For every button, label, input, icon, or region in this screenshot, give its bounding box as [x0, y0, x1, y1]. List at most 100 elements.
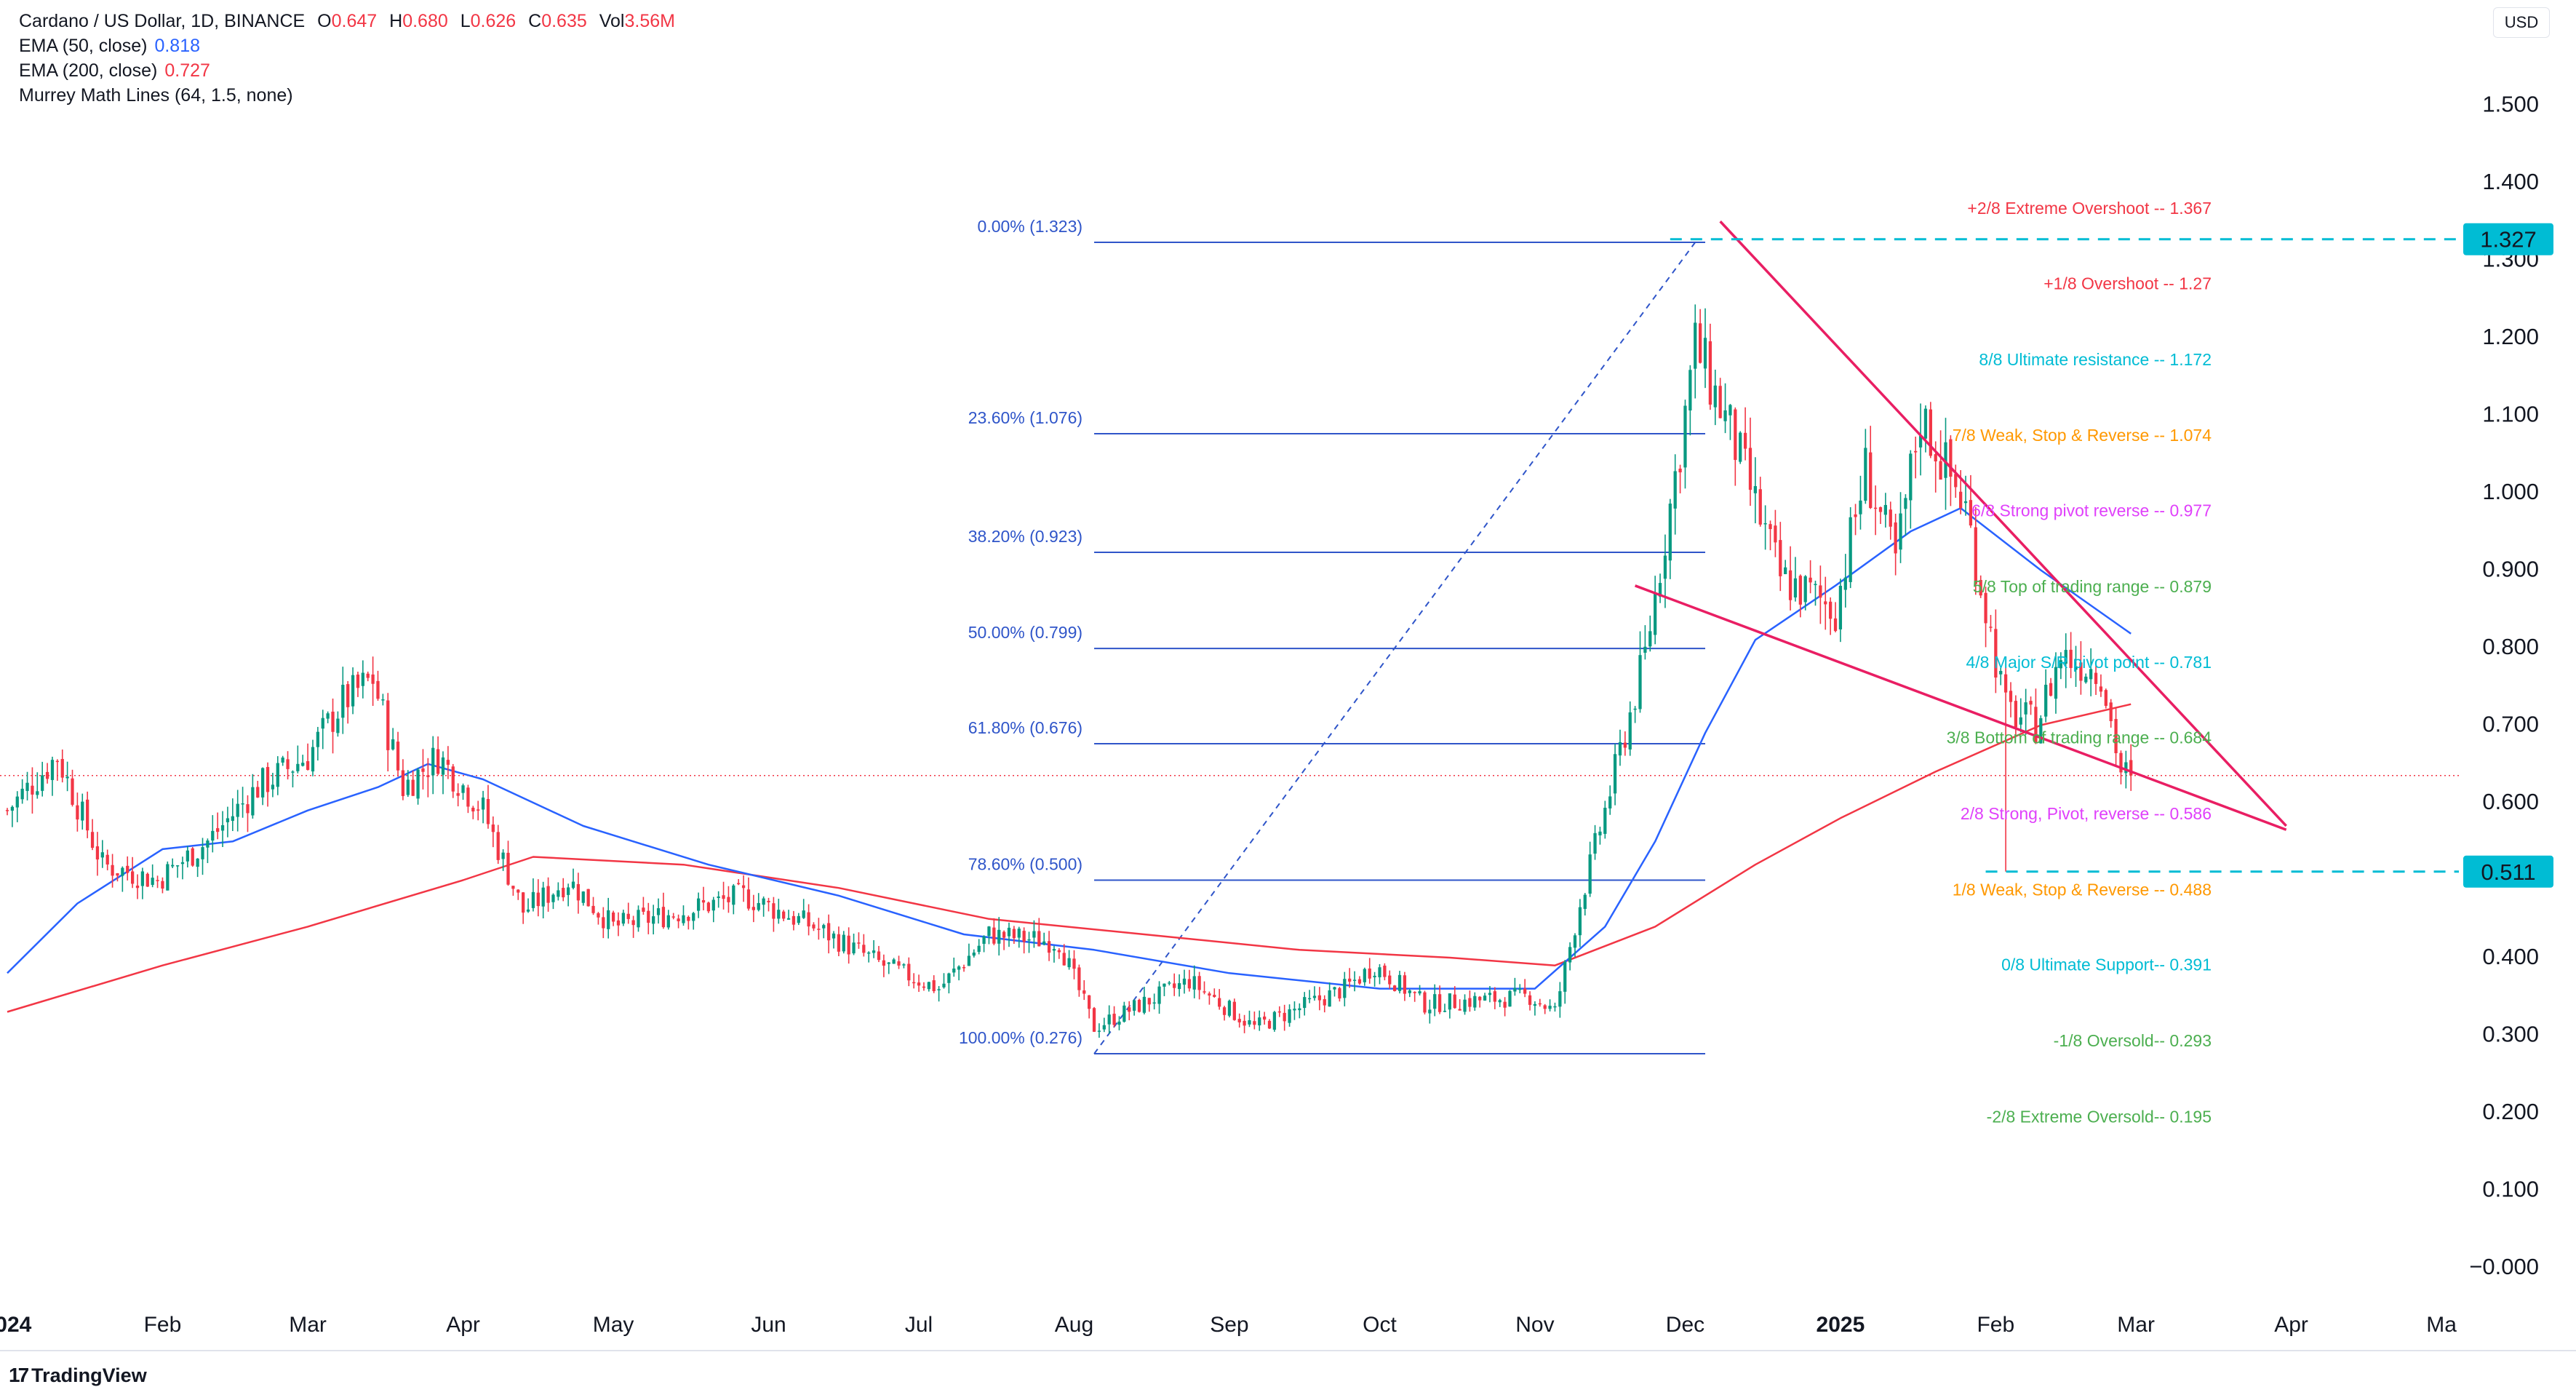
candle-body — [1934, 454, 1937, 462]
candle-body — [1663, 555, 1667, 579]
candle-body — [256, 787, 260, 798]
candle-body — [161, 881, 164, 889]
legend-murrey-row[interactable]: Murrey Math Lines (64, 1.5, none) — [19, 83, 675, 108]
candle-body — [1963, 501, 1968, 504]
candle-body — [1718, 386, 1722, 418]
candle-body — [842, 934, 845, 952]
symbol-title[interactable]: Cardano / US Dollar, 1D, BINANCE — [19, 11, 306, 31]
candle-body — [1288, 1009, 1291, 1023]
candle-body — [982, 936, 986, 945]
candle-body — [1428, 1009, 1432, 1014]
candle-body — [1293, 1009, 1296, 1011]
open-value: 0.647 — [331, 11, 378, 31]
candle-body — [1763, 522, 1767, 525]
candle-body — [1363, 969, 1366, 982]
legend-ema200-row[interactable]: EMA (200, close) 0.727 — [19, 58, 675, 83]
candle-body — [1713, 385, 1717, 408]
candle-body — [1923, 408, 1928, 439]
candle-body — [2089, 669, 2093, 680]
candle-body — [406, 779, 410, 795]
y-tick-label: 1.200 — [2482, 324, 2539, 349]
candle-body — [557, 890, 560, 897]
candle-body — [41, 775, 44, 791]
candle-body — [1067, 958, 1071, 968]
candle-body — [1723, 410, 1727, 421]
currency-button[interactable]: USD — [2493, 7, 2550, 38]
candle-body — [1213, 995, 1216, 997]
candle-body — [1072, 958, 1076, 969]
candle-body — [1698, 323, 1702, 363]
candle-body — [1237, 1019, 1241, 1022]
candle-body — [386, 700, 390, 750]
candle-body — [246, 804, 250, 814]
candle-body — [907, 963, 911, 981]
candle-body — [1894, 522, 1897, 554]
candle-body — [1277, 1011, 1281, 1013]
candle-body — [506, 852, 510, 885]
candle-body — [751, 907, 755, 910]
candle-body — [722, 895, 725, 899]
candle-body — [546, 886, 550, 903]
candle-body — [1793, 578, 1798, 598]
candle-body — [171, 865, 175, 867]
candle-body — [411, 779, 415, 796]
candle-body — [807, 912, 810, 927]
fib-level-label: 100.00% (0.276) — [959, 1028, 1082, 1047]
candle-body — [1328, 990, 1331, 1007]
candle-body — [611, 912, 615, 922]
candle-body — [396, 742, 400, 771]
candle-body — [286, 759, 290, 769]
candle-body — [732, 885, 735, 905]
high-label: H — [389, 11, 403, 31]
candle-body — [1784, 567, 1787, 575]
candle-body — [1478, 996, 1482, 1001]
candle-body — [1458, 1009, 1462, 1011]
candle-body — [1909, 453, 1913, 501]
ema50-line — [7, 507, 2132, 990]
candle-body — [977, 945, 981, 953]
legend-ema50-row[interactable]: EMA (50, close) 0.818 — [19, 33, 675, 58]
candle-body — [476, 809, 480, 811]
x-tick-label: Dec — [1666, 1313, 1704, 1337]
candle-body — [912, 982, 916, 984]
candle-body — [226, 818, 230, 822]
candle-body — [511, 886, 515, 889]
candle-body — [1753, 486, 1757, 493]
tradingview-logo[interactable]: 17 TradingView — [9, 1362, 147, 1388]
candle-body — [1052, 948, 1056, 951]
candle-body — [1743, 432, 1747, 449]
candle-body — [597, 913, 600, 918]
candle-body — [1558, 991, 1562, 1007]
candle-body — [812, 924, 816, 929]
candle-body — [1548, 1006, 1552, 1009]
y-tick-label: 1.500 — [2482, 92, 2539, 117]
candle-body — [1883, 504, 1888, 515]
candle-body — [1939, 461, 1942, 480]
candle-body — [1203, 991, 1206, 993]
candle-body — [2084, 676, 2088, 683]
tradingview-logo-icon: 17 — [9, 1364, 29, 1386]
murrey-label: Murrey Math Lines (64, 1.5, none) — [19, 85, 293, 106]
candle-body — [491, 824, 495, 832]
candle-body — [1854, 514, 1857, 517]
candle-body — [1222, 1007, 1227, 1015]
candle-body — [1974, 527, 1977, 584]
candle-body — [661, 907, 666, 928]
candle-body — [1929, 409, 1932, 456]
candle-body — [55, 760, 59, 763]
candle-body — [2009, 691, 2013, 702]
candle-body — [321, 718, 324, 729]
candle-body — [1864, 448, 1867, 501]
candle-body — [817, 929, 821, 930]
candle-body — [917, 982, 921, 986]
candle-body — [1533, 1003, 1537, 1006]
candle-body — [832, 933, 836, 939]
candle-body — [50, 760, 55, 780]
candle-body — [1803, 576, 1807, 603]
candle-body — [2069, 649, 2073, 668]
candle-body — [1408, 990, 1411, 993]
candle-body — [737, 883, 741, 885]
candle-body — [76, 805, 79, 820]
candle-body — [261, 768, 265, 798]
